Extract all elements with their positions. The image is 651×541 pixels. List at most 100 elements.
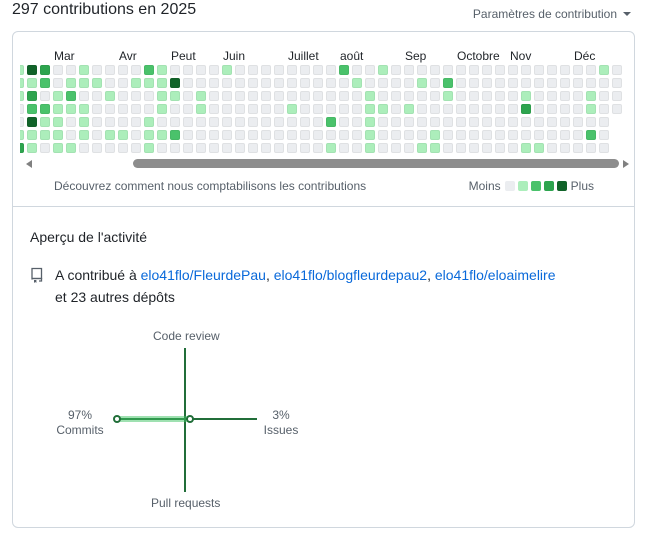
contribution-day[interactable]: [261, 65, 271, 75]
contribution-day[interactable]: [53, 104, 63, 114]
contribution-day[interactable]: [573, 143, 583, 153]
contribution-day[interactable]: [196, 78, 206, 88]
contribution-day[interactable]: [79, 65, 89, 75]
contribution-day[interactable]: [105, 78, 115, 88]
contribution-day[interactable]: [560, 104, 570, 114]
contribution-day[interactable]: [222, 104, 232, 114]
contribution-day[interactable]: [534, 91, 544, 101]
contribution-day[interactable]: [196, 117, 206, 127]
contribution-day[interactable]: [183, 91, 193, 101]
contribution-day[interactable]: [378, 143, 388, 153]
contribution-day[interactable]: [586, 78, 596, 88]
contribution-day[interactable]: [430, 78, 440, 88]
contribution-day[interactable]: [79, 130, 89, 140]
contribution-day[interactable]: [378, 130, 388, 140]
contribution-day[interactable]: [443, 78, 453, 88]
contribution-day[interactable]: [274, 117, 284, 127]
contribution-day[interactable]: [144, 104, 154, 114]
contribution-day[interactable]: [118, 130, 128, 140]
contribution-day[interactable]: [547, 65, 557, 75]
contribution-day[interactable]: [352, 130, 362, 140]
contribution-day[interactable]: [183, 117, 193, 127]
contribution-day[interactable]: [469, 65, 479, 75]
contribution-day[interactable]: [209, 117, 219, 127]
contribution-day[interactable]: [274, 91, 284, 101]
contribution-day[interactable]: [417, 91, 427, 101]
contribution-day[interactable]: [300, 91, 310, 101]
contribution-day[interactable]: [521, 104, 531, 114]
contribution-day[interactable]: [430, 143, 440, 153]
contribution-day[interactable]: [222, 117, 232, 127]
contribution-day[interactable]: [534, 78, 544, 88]
contribution-day[interactable]: [235, 104, 245, 114]
contribution-day[interactable]: [157, 130, 167, 140]
contribution-day[interactable]: [326, 91, 336, 101]
contribution-day[interactable]: [287, 143, 297, 153]
contribution-day[interactable]: [196, 65, 206, 75]
contribution-day[interactable]: [274, 104, 284, 114]
contribution-day[interactable]: [53, 143, 63, 153]
contribution-day[interactable]: [495, 78, 505, 88]
contribution-day[interactable]: [157, 78, 167, 88]
contribution-day[interactable]: [456, 78, 466, 88]
contribution-day[interactable]: [378, 117, 388, 127]
contribution-day[interactable]: [287, 78, 297, 88]
contribution-day[interactable]: [222, 65, 232, 75]
contribution-day[interactable]: [105, 143, 115, 153]
contribution-day[interactable]: [443, 91, 453, 101]
contribution-day[interactable]: [365, 91, 375, 101]
contribution-day[interactable]: [430, 104, 440, 114]
contribution-day[interactable]: [27, 78, 37, 88]
contribution-day[interactable]: [157, 65, 167, 75]
contribution-day[interactable]: [196, 104, 206, 114]
contribution-day[interactable]: [365, 143, 375, 153]
contribution-day[interactable]: [573, 91, 583, 101]
contribution-day[interactable]: [599, 143, 609, 153]
contribution-day[interactable]: [53, 117, 63, 127]
contribution-day[interactable]: [508, 130, 518, 140]
contribution-day[interactable]: [235, 91, 245, 101]
contribution-day[interactable]: [170, 117, 180, 127]
contribution-day[interactable]: [92, 104, 102, 114]
contribution-day[interactable]: [248, 143, 258, 153]
contribution-day[interactable]: [560, 130, 570, 140]
scroll-right-icon[interactable]: [623, 160, 629, 168]
contribution-day[interactable]: [209, 143, 219, 153]
contribution-day[interactable]: [274, 78, 284, 88]
contribution-day[interactable]: [27, 143, 37, 153]
contribution-day[interactable]: [495, 130, 505, 140]
contribution-day[interactable]: [196, 130, 206, 140]
contribution-day[interactable]: [131, 104, 141, 114]
contribution-day[interactable]: [469, 78, 479, 88]
contribution-day[interactable]: [196, 91, 206, 101]
contribution-day[interactable]: [170, 78, 180, 88]
contribution-day[interactable]: [248, 130, 258, 140]
contribution-day[interactable]: [443, 130, 453, 140]
contribution-day[interactable]: [547, 78, 557, 88]
contribution-day[interactable]: [300, 130, 310, 140]
contribution-day[interactable]: [209, 104, 219, 114]
contribution-day[interactable]: [105, 65, 115, 75]
contribution-day[interactable]: [586, 143, 596, 153]
contribution-day[interactable]: [365, 104, 375, 114]
contribution-day[interactable]: [118, 91, 128, 101]
contribution-day[interactable]: [131, 78, 141, 88]
contribution-day[interactable]: [53, 91, 63, 101]
contribution-day[interactable]: [287, 117, 297, 127]
contribution-day[interactable]: [235, 117, 245, 127]
contribution-day[interactable]: [534, 117, 544, 127]
contribution-day[interactable]: [612, 104, 622, 114]
contribution-day[interactable]: [586, 65, 596, 75]
contribution-day[interactable]: [508, 104, 518, 114]
contribution-day[interactable]: [495, 104, 505, 114]
contribution-day[interactable]: [144, 78, 154, 88]
contribution-day[interactable]: [560, 91, 570, 101]
contribution-day[interactable]: [170, 130, 180, 140]
contribution-day[interactable]: [157, 117, 167, 127]
contribution-day[interactable]: [92, 91, 102, 101]
contribution-day[interactable]: [40, 130, 50, 140]
contribution-day[interactable]: [118, 143, 128, 153]
contribution-day[interactable]: [599, 104, 609, 114]
contribution-day[interactable]: [183, 65, 193, 75]
contribution-day[interactable]: [53, 130, 63, 140]
